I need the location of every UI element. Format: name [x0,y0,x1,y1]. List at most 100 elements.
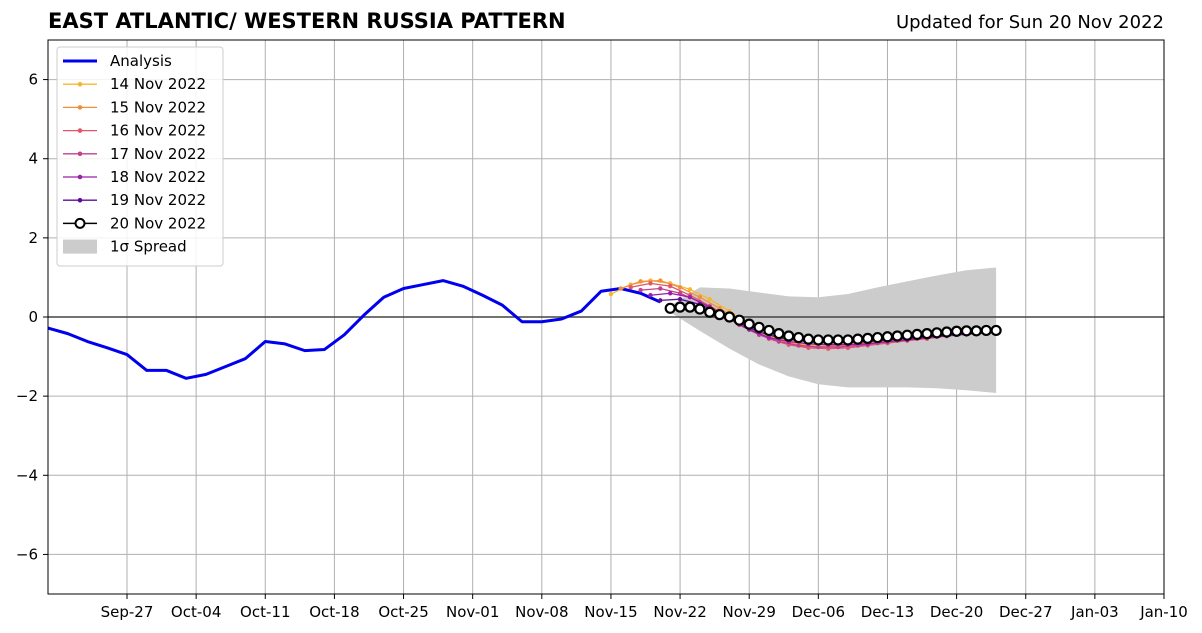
series-point [667,291,673,296]
series-point [842,334,854,346]
x-tick-label: Nov-15 [584,603,637,621]
series-point [980,324,992,337]
series-point [773,328,785,340]
series-point [763,324,775,337]
x-tick-label: Nov-01 [446,603,499,621]
series-point [881,331,894,343]
series-point [822,334,834,346]
series-point [796,343,801,348]
x-tick-label: Nov-08 [515,603,568,621]
series-layer [47,278,1002,380]
legend-box [56,46,224,267]
series-point [835,344,841,350]
series-point [832,334,844,346]
legend-entry: 1σ Spread [63,238,187,256]
legend-label: 17 Nov 2022 [110,145,206,163]
series-point [658,278,663,283]
x-tick-label: Dec-13 [861,603,915,621]
x-tick-label: Jan-03 [1070,603,1119,621]
series-point [667,283,673,289]
legend-label: 20 Nov 2022 [110,214,206,232]
series-point [951,325,963,337]
series-point [687,295,693,300]
series-point [648,281,653,286]
legend-label: 1σ Spread [110,238,187,256]
legend-label: 14 Nov 2022 [110,75,206,93]
legend-entry: 17 Nov 2022 [63,145,206,163]
series-point [707,296,712,302]
spread-band [670,267,997,393]
y-tick-label: 6 [28,71,38,89]
legend-entry: 14 Nov 2022 [63,75,206,93]
series-point [723,311,736,323]
series-point [618,286,624,291]
legend-entry: 18 Nov 2022 [63,168,206,186]
series-point [931,327,943,339]
legend-marker [77,174,83,180]
series-point [684,301,696,313]
legend-entry: Analysis [63,52,172,70]
series-point [638,287,643,293]
series-point [970,325,982,337]
axes-layer: Sep-27 Oct-04 Oct-11 Oct-18 Oct-25 Nov-01 Nov-… [16,39,1188,621]
y-tick-label: −4 [16,466,38,484]
series-point [941,326,953,338]
series-point [891,330,903,342]
series-point [862,332,874,344]
y-tick-label: 4 [28,150,38,168]
series-point [852,333,864,345]
legend-marker [77,151,83,157]
legend-entry: 15 Nov 2022 [63,98,206,116]
series-point [628,285,633,290]
series-point [816,344,821,350]
legend-marker [74,217,86,229]
series-point [792,331,805,344]
series-point [743,318,755,330]
y-tick-label: −2 [16,387,38,405]
series-point [608,291,614,297]
analysis-line [47,279,661,380]
series-point [638,279,643,284]
chart-title: EAST ATLANTIC/ WESTERN RUSSIA PATTERN [48,9,566,33]
series-point [783,330,795,342]
series-point [766,335,772,340]
series-point [911,328,923,341]
x-tick-label: Nov-29 [723,603,776,621]
legend-marker [77,81,83,87]
series-point [687,287,693,292]
legend-entry: 19 Nov 2022 [63,191,206,209]
series-point [677,296,683,302]
x-tick-label: Dec-27 [999,603,1053,621]
series-point [733,314,745,326]
legend-entry: 20 Nov 2022 [63,214,206,232]
legend-label: 18 Nov 2022 [110,168,206,186]
series-20-nov-2022 [664,301,1002,346]
series-point [901,329,913,341]
series-point [674,301,686,313]
x-tick-label: Oct-04 [171,603,221,621]
legend-label: 19 Nov 2022 [110,191,206,209]
legend-marker [77,105,83,110]
series-point [921,328,933,340]
series-point [990,324,1002,337]
x-tick-label: Oct-11 [240,603,290,621]
x-tick-label: Sep-27 [101,603,154,621]
y-tick-label: 0 [28,308,38,326]
series-point [658,286,663,291]
series-point [677,285,683,290]
series-point [658,298,663,303]
legend-marker [77,197,83,203]
series-point [802,333,815,345]
series-point [812,334,824,346]
legend-label: Analysis [110,52,172,70]
chart-subtitle: Updated for Sun 20 Nov 2022 [895,12,1164,33]
x-tick-label: Jan-10 [1139,603,1188,621]
series-point [753,321,765,333]
series-point [697,295,703,300]
x-tick-label: Dec-20 [930,603,984,621]
legend-marker [77,128,83,133]
legend: Analysis 14 Nov 2022 15 Nov 2022 16 Nov 202… [56,46,224,267]
legend-label: 16 Nov 2022 [110,122,206,140]
legend-swatch [63,239,97,254]
